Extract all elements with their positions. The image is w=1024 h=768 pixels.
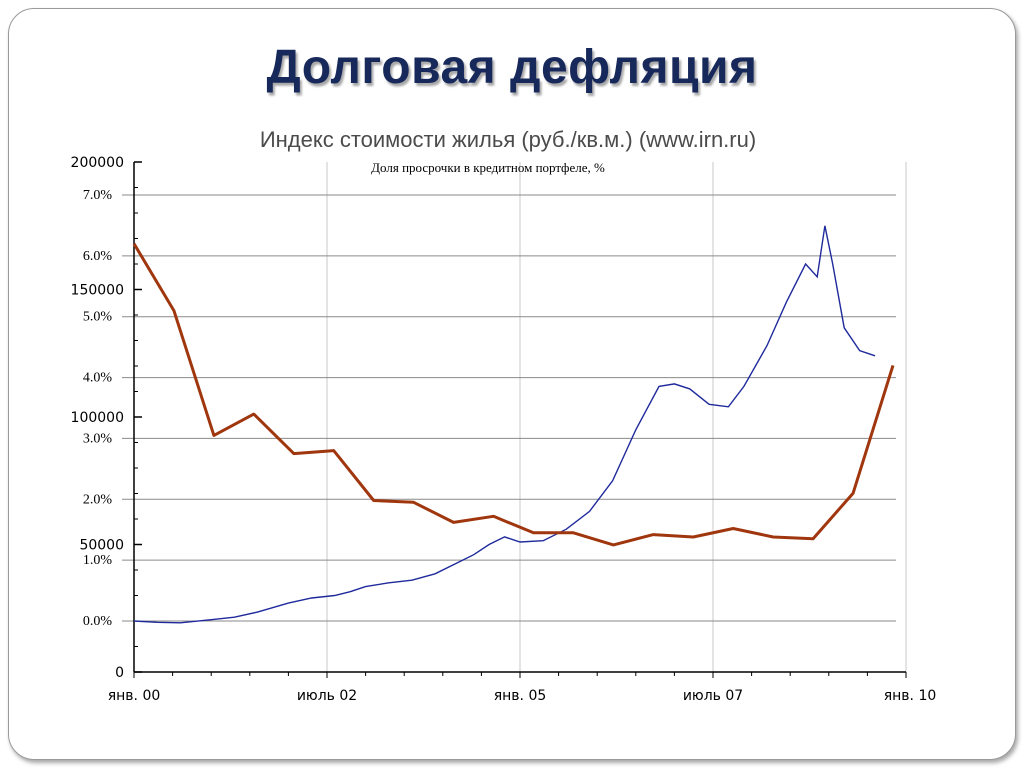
y-tick-label-overdue: 3.0% bbox=[83, 431, 113, 446]
y-tick-label-overdue: 2.0% bbox=[83, 492, 113, 507]
x-tick-label: янв. 05 bbox=[494, 688, 547, 704]
y-tick-label-overdue: 1.0% bbox=[83, 553, 113, 568]
x-tick-label: янв. 10 bbox=[884, 688, 937, 704]
slide-frame bbox=[8, 8, 1016, 760]
y-tick-label-index: 100000 bbox=[71, 410, 124, 426]
tick-labels: янв. 00 июль 02 янв. 05 июль 07 янв. 10 0 5000… bbox=[71, 155, 937, 704]
y-tick-label-index: 150000 bbox=[71, 283, 124, 299]
y-tick-label-overdue: 6.0% bbox=[83, 249, 113, 264]
series-line-index bbox=[133, 225, 876, 624]
slide-title: Долговая дефляция bbox=[266, 41, 758, 94]
x-tick-label: июль 02 bbox=[297, 688, 357, 704]
y-tick-label-index: 200000 bbox=[71, 155, 124, 171]
x-tick-label: янв. 00 bbox=[108, 688, 161, 704]
chart-title-overdue: Доля просрочки в кредитном портфеле, % bbox=[371, 160, 605, 175]
y-tick-label-overdue: 4.0% bbox=[83, 371, 113, 386]
chart-title-index: Индекс стоимости жилья (руб./кв.м.) (www… bbox=[260, 127, 756, 152]
x-tick-label: июль 07 bbox=[683, 688, 743, 704]
y-tick-label-index: 50000 bbox=[79, 538, 124, 554]
series-layer bbox=[132, 225, 895, 624]
y-tick-label-overdue: 5.0% bbox=[83, 310, 113, 325]
y-tick-label-overdue: 7.0% bbox=[83, 188, 113, 203]
grid bbox=[122, 162, 896, 672]
y-tick-label-index: 0 bbox=[115, 665, 124, 681]
series-line-overdue bbox=[132, 242, 895, 547]
y-tick-label-overdue: 0.0% bbox=[83, 614, 113, 629]
axes bbox=[133, 161, 907, 678]
